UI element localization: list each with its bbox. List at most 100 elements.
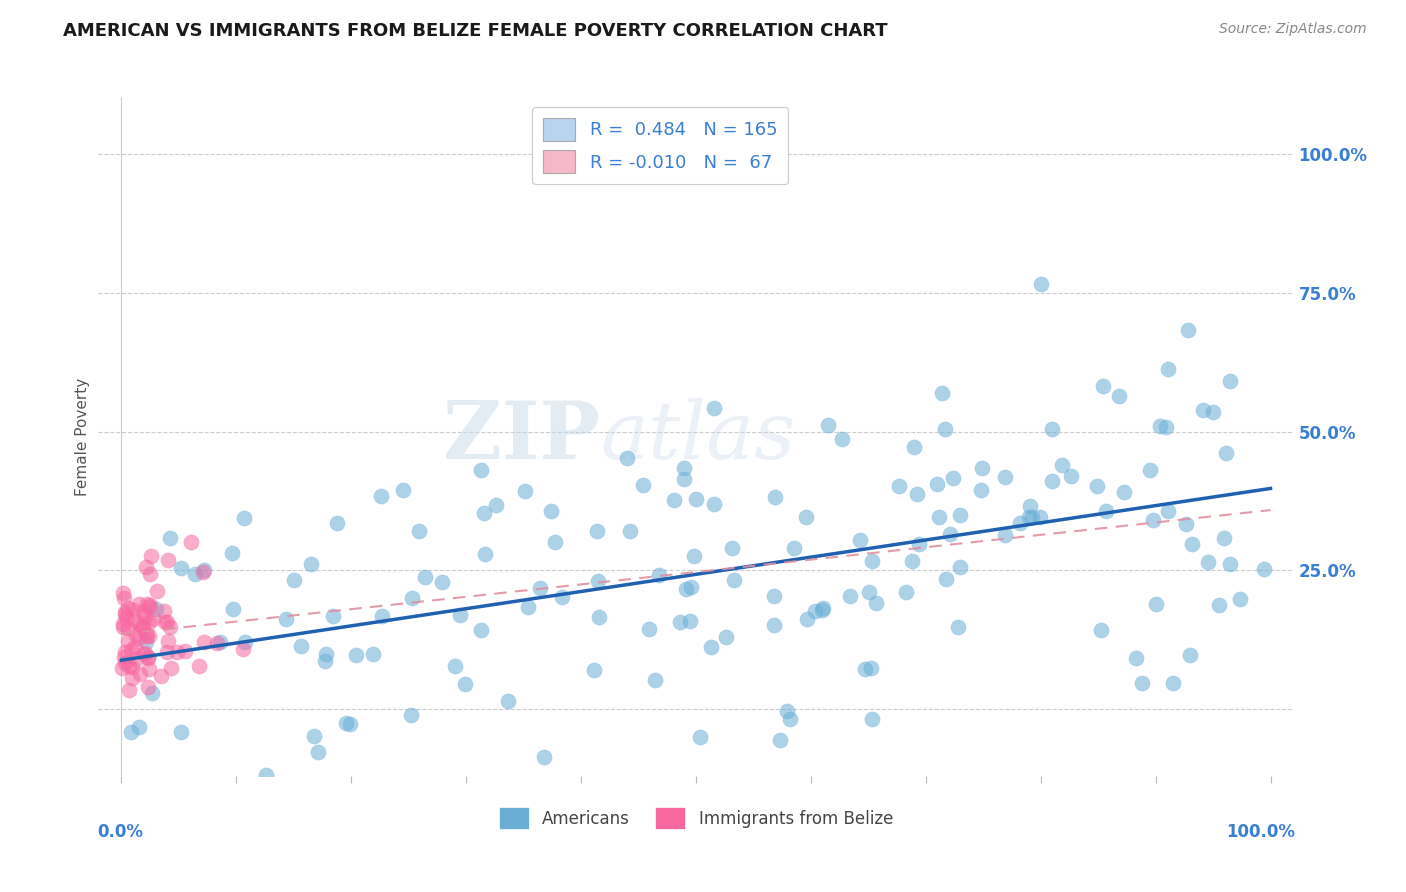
Point xyxy=(124,640,146,654)
Point xyxy=(121,660,143,674)
Point xyxy=(392,483,415,497)
Point xyxy=(401,708,423,723)
Point xyxy=(307,745,329,759)
Point xyxy=(112,591,135,605)
Point xyxy=(858,585,880,599)
Point xyxy=(470,463,492,477)
Point xyxy=(232,642,254,657)
Point xyxy=(135,597,157,611)
Point xyxy=(675,582,697,596)
Point xyxy=(1219,374,1241,388)
Point xyxy=(783,541,806,556)
Point xyxy=(935,572,957,586)
Point xyxy=(1029,510,1052,524)
Point xyxy=(443,658,465,673)
Point xyxy=(128,597,150,611)
Point xyxy=(1208,599,1230,613)
Point xyxy=(131,619,153,633)
Point xyxy=(689,730,711,744)
Point xyxy=(335,716,357,731)
Point xyxy=(112,585,135,599)
Point xyxy=(515,484,537,499)
Point xyxy=(132,605,155,619)
Point xyxy=(136,650,159,665)
Point xyxy=(903,440,925,454)
Point xyxy=(156,634,179,648)
Point xyxy=(326,516,349,530)
Point xyxy=(474,547,496,561)
Point xyxy=(134,785,156,799)
Point xyxy=(153,604,176,618)
Point xyxy=(648,819,671,833)
Point xyxy=(586,574,609,589)
Point xyxy=(135,560,157,574)
Point xyxy=(124,613,146,627)
Point xyxy=(533,750,555,764)
Point xyxy=(776,704,799,718)
Point xyxy=(314,654,336,668)
Point xyxy=(1021,510,1043,524)
Point xyxy=(155,615,177,630)
Point xyxy=(222,601,245,615)
Point xyxy=(138,629,160,643)
Point xyxy=(949,560,972,574)
Point xyxy=(1029,277,1052,291)
Point xyxy=(810,603,832,617)
Point xyxy=(117,601,139,615)
Point xyxy=(723,573,745,587)
Point xyxy=(166,645,188,659)
Point xyxy=(1142,513,1164,527)
Point xyxy=(1125,650,1147,665)
Point xyxy=(889,478,911,492)
Point xyxy=(817,418,839,433)
Point xyxy=(160,661,183,675)
Point xyxy=(1157,503,1180,517)
Point xyxy=(120,725,142,739)
Point xyxy=(1181,537,1204,551)
Point xyxy=(673,472,696,486)
Point xyxy=(118,682,141,697)
Point xyxy=(721,541,744,556)
Point xyxy=(779,712,801,726)
Point xyxy=(184,567,207,582)
Point xyxy=(117,634,139,648)
Point xyxy=(796,612,818,626)
Point xyxy=(1192,403,1215,417)
Point xyxy=(134,609,156,624)
Point xyxy=(942,470,965,484)
Point xyxy=(1154,420,1177,434)
Point xyxy=(1019,500,1042,514)
Point xyxy=(529,581,551,595)
Point xyxy=(128,720,150,734)
Point xyxy=(672,461,695,475)
Point xyxy=(135,634,157,648)
Point xyxy=(859,661,882,675)
Point xyxy=(1018,509,1040,524)
Point xyxy=(862,712,884,726)
Point xyxy=(1090,623,1112,637)
Point xyxy=(115,610,138,624)
Point xyxy=(1085,479,1108,493)
Point xyxy=(453,677,475,691)
Point xyxy=(470,623,492,637)
Point xyxy=(145,602,167,616)
Point xyxy=(114,605,136,619)
Point xyxy=(156,615,179,630)
Point xyxy=(138,615,160,629)
Point xyxy=(714,630,737,644)
Point xyxy=(254,768,277,782)
Point xyxy=(114,645,136,659)
Point xyxy=(1060,468,1083,483)
Point xyxy=(762,618,785,632)
Point xyxy=(1050,458,1073,472)
Point xyxy=(413,570,436,584)
Point xyxy=(232,511,254,525)
Point xyxy=(1202,405,1225,419)
Point xyxy=(170,725,193,739)
Point xyxy=(813,600,835,615)
Text: AMERICAN VS IMMIGRANTS FROM BELIZE FEMALE POVERTY CORRELATION CHART: AMERICAN VS IMMIGRANTS FROM BELIZE FEMAL… xyxy=(63,22,889,40)
Point xyxy=(371,608,394,623)
Point xyxy=(138,600,160,615)
Point xyxy=(703,401,725,415)
Point xyxy=(679,580,702,594)
